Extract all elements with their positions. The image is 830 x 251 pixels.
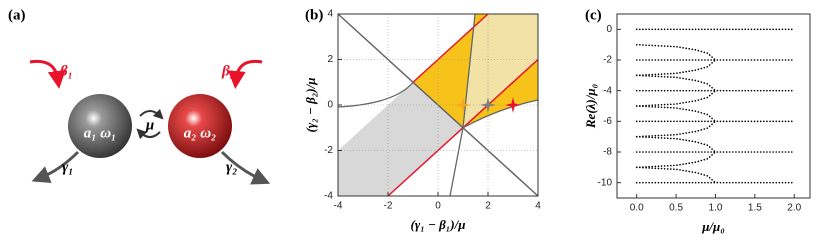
y-tick-label: -4 xyxy=(603,85,612,96)
y-axis-label: (γ₂ − β₂)/μ xyxy=(303,77,318,132)
eigenvalue-curve xyxy=(635,120,717,138)
input-arrow xyxy=(29,59,66,89)
loss-label: γ₂ xyxy=(226,159,237,175)
x-tick-label: 2.0 xyxy=(787,203,801,214)
plot-frame xyxy=(616,13,811,199)
y-tick-label: -8 xyxy=(603,147,612,158)
x-axis-label: μ/μ₀ xyxy=(701,219,725,234)
y-tick-label: -4 xyxy=(324,191,333,202)
eigenvalue-curve xyxy=(635,151,717,169)
x-tick-label: 1.0 xyxy=(709,203,723,214)
y-tick-label: 2 xyxy=(327,54,333,65)
y-tick-label: 0 xyxy=(606,24,612,35)
region-gray xyxy=(338,82,463,196)
region-yellow xyxy=(463,14,538,128)
panel-label: (b) xyxy=(305,7,323,23)
y-tick-label: -10 xyxy=(598,177,613,188)
mode-label: a₁ ω₁ xyxy=(84,125,117,141)
x-tick-label: 0 xyxy=(435,201,441,212)
x-tick-label: 1.5 xyxy=(748,203,762,214)
panel-label: (a) xyxy=(8,7,26,23)
coupling-arrow xyxy=(139,108,164,120)
x-tick-label: 2 xyxy=(485,201,491,212)
star-marker xyxy=(480,97,496,113)
coupling-arrow xyxy=(136,128,161,140)
x-tick-label: -2 xyxy=(384,201,393,212)
star-marker xyxy=(505,97,521,113)
resonator-2 xyxy=(168,94,232,158)
x-tick-label: 4 xyxy=(535,201,541,212)
eigenvalue-curve xyxy=(635,59,717,77)
y-tick-label: 0 xyxy=(327,100,333,111)
x-axis-label: (γ₁ − β₁)/μ xyxy=(410,217,465,232)
star-marker xyxy=(455,97,471,113)
eigenvalue-curve xyxy=(635,43,717,61)
y-tick-label: 4 xyxy=(327,9,333,20)
x-tick-label: 0.5 xyxy=(669,203,683,214)
input-label: β₂ xyxy=(221,63,235,79)
plot-frame xyxy=(337,13,539,197)
y-tick-label: -2 xyxy=(603,55,612,66)
loss-arrow xyxy=(220,150,271,185)
loss-arrow xyxy=(31,150,80,184)
mode-label: a₂ ω₂ xyxy=(184,125,217,141)
input-label: β₁ xyxy=(59,63,73,79)
y-axis-label: Re(λ)/μ₀ xyxy=(583,84,598,129)
resonator-1 xyxy=(68,94,132,158)
input-arrow xyxy=(227,59,263,89)
eigenvalue-curve xyxy=(635,105,717,123)
eigenvalue-curve xyxy=(635,74,717,92)
loss-label: γ₁ xyxy=(62,159,73,175)
x-tick-label: -4 xyxy=(334,201,343,212)
panel-label: (c) xyxy=(585,7,602,23)
diagram: (a) β₁ β₂ μ a₁ ω₁ a₂ ω₂ γ₁ γ₂ xyxy=(8,7,271,185)
x-tick-label: 0.0 xyxy=(630,203,644,214)
y-tick-label: -6 xyxy=(603,116,612,127)
coupling-label: μ xyxy=(145,117,154,133)
eigenvalue-curve xyxy=(635,166,717,184)
eigenvalue-curve xyxy=(635,89,717,107)
y-tick-label: -2 xyxy=(324,145,333,156)
eigenvalue-curve xyxy=(635,135,717,153)
